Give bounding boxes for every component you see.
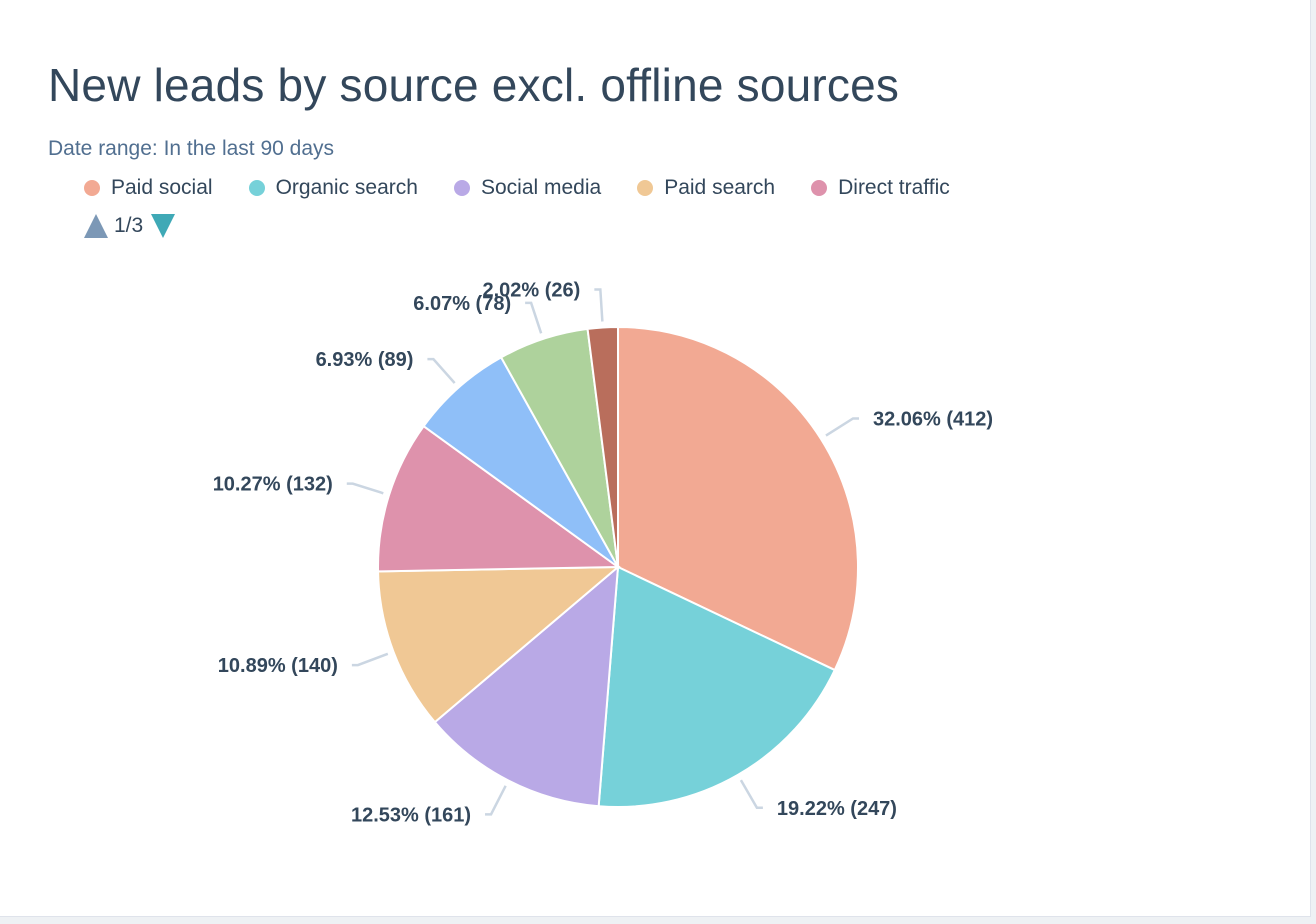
legend-dot: [248, 180, 265, 196]
label-connector: [427, 357, 456, 384]
legend-label: Paid social: [111, 176, 213, 199]
date-range-text: Date range: In the last 90 days: [48, 137, 335, 160]
slice-data-label: 19.22% (247): [777, 798, 897, 820]
legend-pager: 1/3: [84, 214, 176, 238]
label-connector: [485, 785, 507, 816]
legend-dot: [811, 180, 828, 196]
legend-item-direct-traffic[interactable]: Direct traffic: [811, 176, 950, 200]
slice-data-label: 10.89% (140): [218, 655, 338, 677]
legend-label: Social media: [480, 176, 602, 199]
pager-up-arrow-icon[interactable]: [84, 214, 108, 238]
legend-item-paid-social[interactable]: Paid social: [84, 176, 213, 200]
legend-dot: [637, 180, 654, 196]
slice-data-label: 12.53% (161): [351, 804, 471, 826]
pie-slice[interactable]: [377, 424, 622, 573]
slice-data-label: 6.07% (78): [413, 293, 511, 315]
legend-dot: [453, 180, 470, 196]
legend: Paid social Organic search Social media …: [84, 176, 986, 200]
pie-slice[interactable]: [586, 325, 619, 568]
legend-item-paid-search[interactable]: Paid search: [637, 176, 775, 200]
chart-title: New leads by source excl. offline source…: [48, 59, 900, 111]
pie-slice[interactable]: [617, 325, 859, 672]
legend-label: Paid search: [664, 176, 776, 199]
slice-data-label: 32.06% (412): [873, 408, 993, 430]
slice-data-label: 2.02% (26): [482, 280, 580, 302]
label-connector: [825, 417, 860, 437]
legend-label: Direct traffic: [838, 176, 950, 199]
legend-item-organic-search[interactable]: Organic search: [248, 176, 418, 200]
pager-down-arrow-icon[interactable]: [151, 214, 176, 238]
legend-item-social-media[interactable]: Social media: [453, 176, 602, 200]
label-connector: [594, 288, 604, 322]
label-connector: [739, 779, 763, 810]
slice-data-label: 10.27% (132): [213, 474, 333, 496]
legend-label: Organic search: [275, 176, 418, 199]
label-connector: [351, 652, 389, 667]
pager-text: 1/3: [114, 214, 144, 237]
slice-data-label: 6.93% (89): [316, 349, 414, 371]
pie-slice[interactable]: [433, 564, 620, 808]
pie-slice[interactable]: [597, 565, 837, 808]
pie-slice[interactable]: [422, 356, 619, 568]
legend-dot: [84, 180, 100, 196]
pie-slice[interactable]: [377, 565, 621, 724]
label-connector: [525, 301, 543, 334]
label-connector: [346, 482, 384, 495]
